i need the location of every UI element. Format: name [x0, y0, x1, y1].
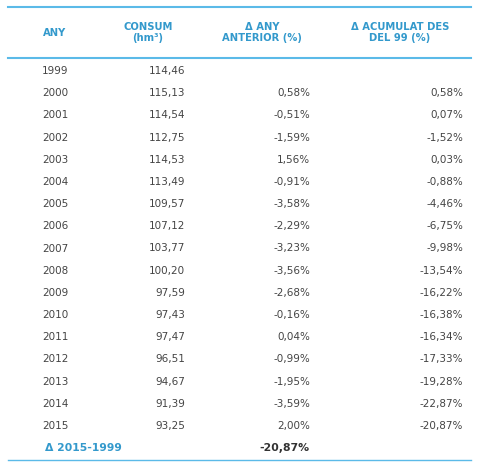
Text: 2007: 2007	[42, 243, 68, 254]
Text: 0,58%: 0,58%	[430, 88, 463, 98]
Text: 94,67: 94,67	[155, 376, 185, 387]
Text: 0,58%: 0,58%	[277, 88, 310, 98]
Text: 2001: 2001	[42, 110, 68, 120]
Text: -2,68%: -2,68%	[273, 288, 310, 298]
Text: 107,12: 107,12	[148, 221, 185, 231]
Text: -0,99%: -0,99%	[273, 354, 310, 364]
Text: 114,53: 114,53	[148, 155, 185, 165]
Text: -2,29%: -2,29%	[273, 221, 310, 231]
Text: 112,75: 112,75	[148, 133, 185, 142]
Text: 1999: 1999	[42, 66, 68, 76]
Text: 2000: 2000	[42, 88, 68, 98]
Text: ANY: ANY	[44, 28, 67, 37]
Text: 97,43: 97,43	[155, 310, 185, 320]
Text: -13,54%: -13,54%	[420, 266, 463, 276]
Text: -6,75%: -6,75%	[426, 221, 463, 231]
Text: 2013: 2013	[42, 376, 68, 387]
Text: 2014: 2014	[42, 399, 68, 409]
Text: -20,87%: -20,87%	[260, 443, 310, 453]
Text: 2012: 2012	[42, 354, 68, 364]
Text: 115,13: 115,13	[148, 88, 185, 98]
Text: -3,59%: -3,59%	[273, 399, 310, 409]
Text: -3,56%: -3,56%	[273, 266, 310, 276]
Text: -16,34%: -16,34%	[420, 332, 463, 342]
Text: 96,51: 96,51	[155, 354, 185, 364]
Text: -4,46%: -4,46%	[426, 199, 463, 209]
Text: -3,23%: -3,23%	[273, 243, 310, 254]
Text: -0,16%: -0,16%	[273, 310, 310, 320]
Text: -19,28%: -19,28%	[420, 376, 463, 387]
Text: 114,46: 114,46	[148, 66, 185, 76]
Text: -0,51%: -0,51%	[273, 110, 310, 120]
Text: 2004: 2004	[42, 177, 68, 187]
Text: -17,33%: -17,33%	[420, 354, 463, 364]
Text: CONSUM
(hm³): CONSUM (hm³)	[123, 21, 173, 43]
Text: 2011: 2011	[42, 332, 68, 342]
Text: -3,58%: -3,58%	[273, 199, 310, 209]
Text: 1,56%: 1,56%	[277, 155, 310, 165]
Text: -1,52%: -1,52%	[426, 133, 463, 142]
Text: -20,87%: -20,87%	[420, 421, 463, 431]
Text: 0,04%: 0,04%	[277, 332, 310, 342]
Text: -9,98%: -9,98%	[426, 243, 463, 254]
Text: 2,00%: 2,00%	[277, 421, 310, 431]
Text: -1,95%: -1,95%	[273, 376, 310, 387]
Text: 0,07%: 0,07%	[430, 110, 463, 120]
Text: Δ 2015-1999: Δ 2015-1999	[45, 443, 122, 453]
Text: -16,38%: -16,38%	[420, 310, 463, 320]
Text: Δ ACUMULAT DES
DEL 99 (%): Δ ACUMULAT DES DEL 99 (%)	[351, 21, 449, 43]
Text: 97,59: 97,59	[155, 288, 185, 298]
Text: -0,88%: -0,88%	[426, 177, 463, 187]
Text: 2009: 2009	[42, 288, 68, 298]
Text: 2008: 2008	[42, 266, 68, 276]
Text: 2010: 2010	[42, 310, 68, 320]
Text: 100,20: 100,20	[149, 266, 185, 276]
Text: 2002: 2002	[42, 133, 68, 142]
Text: -0,91%: -0,91%	[273, 177, 310, 187]
Text: 91,39: 91,39	[155, 399, 185, 409]
Text: -16,22%: -16,22%	[420, 288, 463, 298]
Text: 114,54: 114,54	[148, 110, 185, 120]
Text: 93,25: 93,25	[155, 421, 185, 431]
Text: 2015: 2015	[42, 421, 68, 431]
Text: Δ ANY
ANTERIOR (%): Δ ANY ANTERIOR (%)	[222, 21, 302, 43]
Text: 2005: 2005	[42, 199, 68, 209]
Text: 2003: 2003	[42, 155, 68, 165]
Text: 109,57: 109,57	[148, 199, 185, 209]
Text: 2006: 2006	[42, 221, 68, 231]
Text: -1,59%: -1,59%	[273, 133, 310, 142]
Text: 103,77: 103,77	[148, 243, 185, 254]
Text: 97,47: 97,47	[155, 332, 185, 342]
Text: 0,03%: 0,03%	[430, 155, 463, 165]
Text: 113,49: 113,49	[148, 177, 185, 187]
Text: -22,87%: -22,87%	[420, 399, 463, 409]
